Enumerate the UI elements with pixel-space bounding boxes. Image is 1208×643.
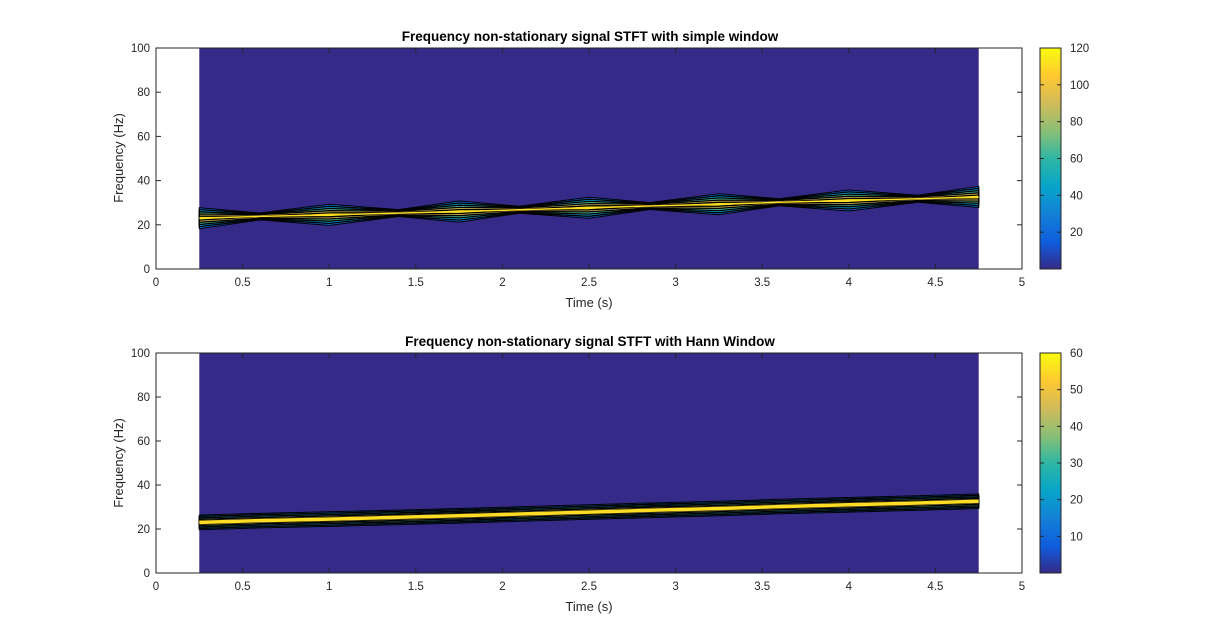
x-tick-label: 4 [846, 581, 853, 593]
x-tick-label: 1.5 [408, 277, 424, 289]
y-tick-label: 80 [137, 392, 150, 404]
colorbar-tick-label: 50 [1070, 385, 1083, 397]
x-tick-label: 4.5 [927, 581, 943, 593]
x-tick-label: 2 [499, 581, 505, 593]
x-tick-label: 0.5 [235, 277, 251, 289]
x-axis-label: Time (s) [565, 599, 612, 614]
y-axis-label: Frequency (Hz) [111, 113, 126, 203]
y-tick-label: 0 [144, 264, 150, 276]
y-tick-label: 60 [137, 436, 150, 448]
subplot-2: Frequency non-stationary signal STFT wit… [111, 334, 1083, 614]
spectrogram-background [199, 353, 979, 573]
y-tick-label: 20 [137, 524, 150, 536]
x-axis-ticks: 0 0.5 1 1.5 2 2.5 3 3.5 4 4.5 5 [153, 353, 1025, 593]
x-tick-label: 5 [1019, 581, 1025, 593]
y-axis-label: Frequency (Hz) [111, 418, 126, 508]
colorbar-tick-label: 20 [1070, 495, 1083, 507]
x-tick-label: 1.5 [408, 581, 424, 593]
x-tick-label: 0 [153, 581, 159, 593]
colorbar-tick-label: 60 [1070, 154, 1083, 166]
spectrogram-background [199, 48, 979, 269]
x-tick-label: 4 [846, 277, 853, 289]
y-tick-label: 60 [137, 131, 150, 143]
y-axis-ticks: 0 20 40 60 80 100 [131, 348, 1022, 580]
colorbar-tick-label: 120 [1070, 43, 1089, 55]
x-axis-label: Time (s) [565, 295, 612, 310]
chart-title: Frequency non-stationary signal STFT wit… [405, 334, 775, 349]
x-tick-label: 2.5 [581, 581, 597, 593]
colorbar-tick-label: 40 [1070, 190, 1083, 202]
y-tick-label: 0 [144, 568, 150, 580]
y-tick-label: 100 [131, 348, 150, 360]
ridge-line [199, 196, 979, 219]
x-tick-label: 3.5 [754, 581, 770, 593]
x-tick-label: 1 [326, 277, 332, 289]
spectrogram [198, 353, 980, 573]
x-tick-label: 3 [672, 277, 678, 289]
y-tick-label: 40 [137, 480, 150, 492]
colorbar-tick-label: 10 [1070, 531, 1083, 543]
colorbar-tick-label: 100 [1070, 80, 1089, 92]
x-tick-label: 2.5 [581, 277, 597, 289]
x-tick-label: 1 [326, 581, 332, 593]
x-tick-label: 5 [1019, 277, 1025, 289]
colorbar-tick-label: 30 [1070, 458, 1083, 470]
colorbar-ticks: 20 40 60 80 100 120 [1040, 43, 1089, 239]
colorbar-tick-label: 60 [1070, 348, 1083, 360]
y-tick-label: 100 [131, 43, 150, 55]
y-tick-label: 20 [137, 220, 150, 232]
x-tick-label: 2 [499, 277, 505, 289]
x-tick-label: 3.5 [754, 277, 770, 289]
x-tick-label: 0 [153, 277, 159, 289]
x-tick-label: 3 [672, 581, 678, 593]
x-tick-label: 4.5 [927, 277, 943, 289]
colorbar-tick-label: 20 [1070, 227, 1083, 239]
y-tick-label: 80 [137, 87, 150, 99]
chart-title: Frequency non-stationary signal STFT wit… [402, 29, 779, 44]
spectrogram [198, 48, 980, 269]
subplot-1: Frequency non-stationary signal STFT wit… [111, 29, 1089, 310]
colorbar-tick-label: 40 [1070, 421, 1083, 433]
y-axis-ticks: 0 20 40 60 80 100 [131, 43, 1022, 276]
y-tick-label: 40 [137, 176, 150, 188]
colorbar-ticks: 10 20 30 40 50 60 [1040, 348, 1083, 543]
colorbar-tick-label: 80 [1070, 117, 1083, 129]
x-tick-label: 0.5 [235, 581, 251, 593]
ridge-line [199, 499, 979, 525]
x-axis-ticks: 0 0.5 1 1.5 2 2.5 3 3.5 4 4.5 5 [153, 48, 1025, 289]
